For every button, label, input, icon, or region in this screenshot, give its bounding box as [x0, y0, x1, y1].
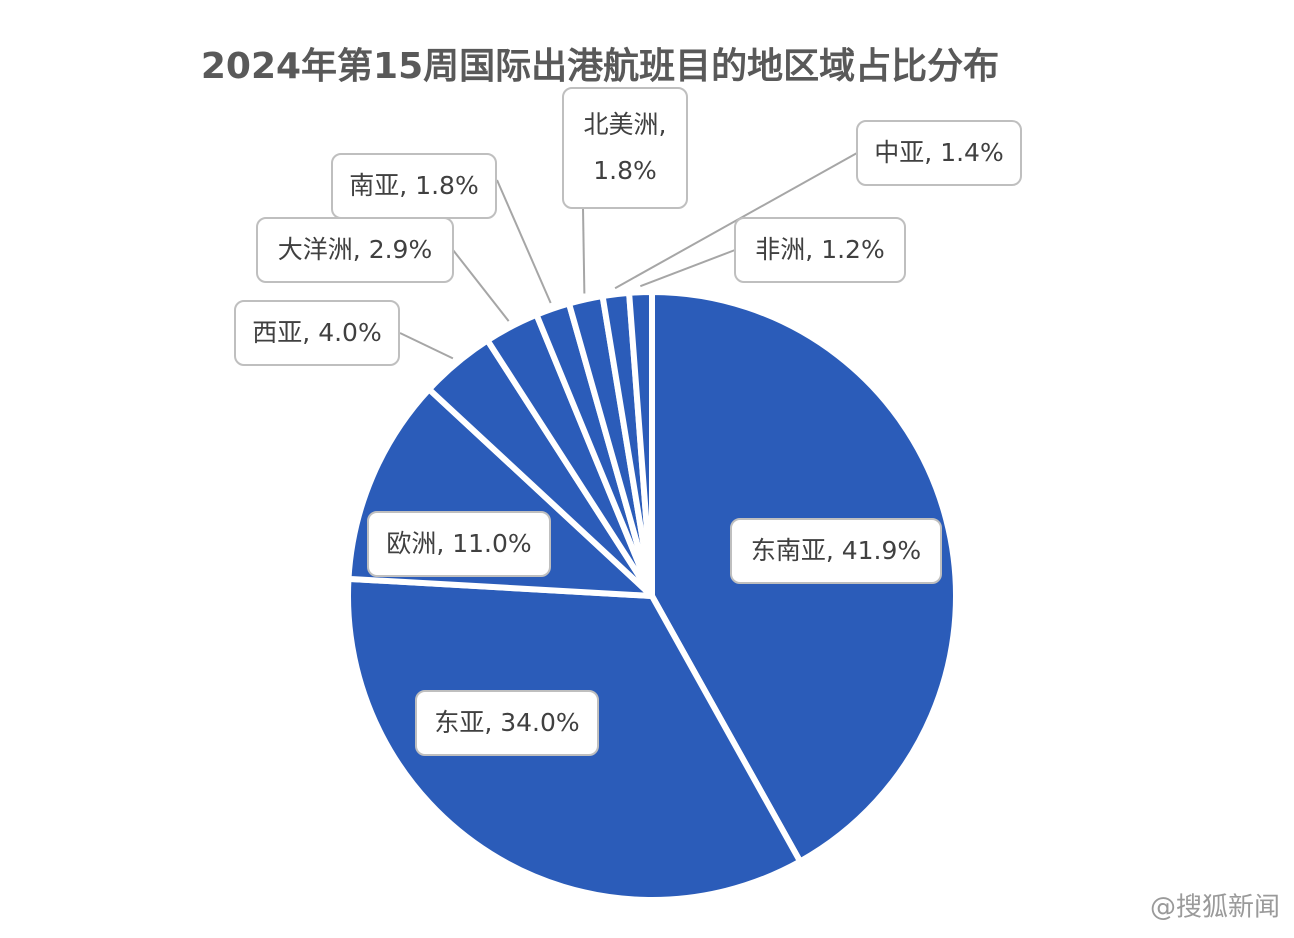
category-label: 东亚 [434, 708, 484, 737]
label-box [730, 518, 942, 584]
category-label: 南亚 [349, 171, 399, 200]
label-separator: , [399, 171, 415, 200]
data-label: 东亚, 34.0% [434, 708, 579, 737]
label-separator: , [805, 235, 821, 264]
category-label: 中亚 [874, 138, 924, 167]
label-box [367, 511, 551, 577]
data-label: 欧洲, 11.0% [386, 529, 531, 558]
leader-line [639, 249, 736, 288]
value-label: 2.9% [369, 235, 433, 264]
category-label: 东南亚 [751, 536, 826, 565]
label-box [331, 153, 497, 219]
category-label: 非洲 [755, 235, 805, 264]
label-box [234, 300, 400, 366]
value-label: 1.8% [593, 156, 657, 185]
label-box [415, 690, 599, 756]
category-label: 北美洲 [584, 110, 659, 139]
pie-slice [626, 289, 655, 599]
value-label: 4.0% [318, 318, 382, 347]
value-label: 1.4% [940, 138, 1004, 167]
leader-line [399, 332, 454, 360]
label-box [856, 120, 1022, 186]
value-label: 1.2% [821, 235, 885, 264]
label-separator: , [924, 138, 940, 167]
value-label: 41.9% [842, 536, 921, 565]
leader-line [614, 152, 858, 290]
label-separator: , [302, 318, 318, 347]
label-separator: , [353, 235, 369, 264]
label-separator: , [484, 708, 500, 737]
value-label: 1.8% [415, 171, 479, 200]
category-label: 大洋洲 [278, 235, 353, 264]
chart-title: 2024年第15周国际出港航班目的地区域占比分布 [201, 45, 999, 87]
label-separator: , [436, 529, 452, 558]
label-separator: , [659, 110, 667, 139]
label-box [734, 217, 906, 283]
watermark: @搜狐新闻 [1150, 893, 1280, 923]
data-label: 非洲, 1.2% [755, 235, 884, 264]
data-label: 东南亚, 41.9% [751, 536, 921, 565]
data-label: 西亚, 4.0% [252, 318, 381, 347]
category-label: 西亚 [252, 318, 302, 347]
category-label: 欧洲 [386, 529, 436, 558]
data-label: 北美洲, [584, 110, 667, 139]
leader-line [452, 249, 510, 322]
leader-line [582, 207, 586, 294]
value-label: 11.0% [452, 529, 531, 558]
data-label: 南亚, 1.8% [349, 171, 478, 200]
data-label: 大洋洲, 2.9% [278, 235, 432, 264]
label-separator: , [826, 536, 842, 565]
leader-line [496, 179, 552, 304]
label-box [562, 87, 688, 209]
data-label: 中亚, 1.4% [874, 138, 1003, 167]
value-label: 34.0% [500, 708, 579, 737]
